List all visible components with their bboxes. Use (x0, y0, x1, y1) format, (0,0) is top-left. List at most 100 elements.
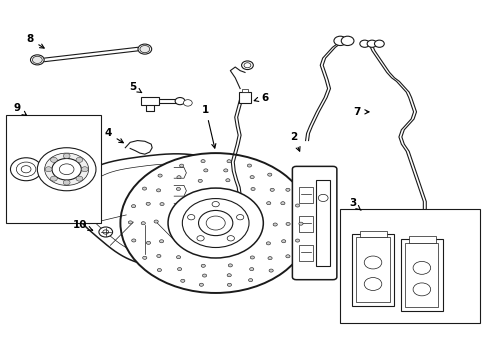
Circle shape (45, 167, 52, 172)
Circle shape (224, 169, 228, 172)
Circle shape (157, 269, 162, 271)
Circle shape (52, 158, 81, 180)
Circle shape (201, 264, 205, 267)
Circle shape (249, 267, 254, 271)
Circle shape (202, 274, 207, 277)
Bar (316, 180, 330, 266)
Circle shape (227, 236, 234, 241)
Circle shape (242, 61, 253, 69)
Circle shape (76, 157, 83, 162)
Text: 7: 7 (354, 107, 369, 117)
Circle shape (248, 279, 253, 282)
Bar (299, 244, 314, 261)
Text: 2: 2 (290, 132, 300, 151)
Circle shape (270, 188, 274, 192)
Circle shape (198, 179, 202, 183)
Circle shape (227, 274, 231, 277)
Circle shape (50, 176, 57, 181)
Text: 9: 9 (13, 103, 26, 116)
Bar (5, 116, 101, 223)
Circle shape (247, 164, 251, 167)
Circle shape (364, 256, 382, 269)
Circle shape (157, 255, 161, 257)
Circle shape (131, 204, 136, 208)
Circle shape (147, 241, 150, 244)
Bar (239, 92, 251, 103)
Circle shape (367, 40, 377, 47)
Circle shape (143, 256, 147, 259)
Circle shape (140, 45, 150, 53)
Circle shape (99, 227, 113, 237)
Bar (360, 231, 387, 237)
Circle shape (286, 255, 290, 258)
Circle shape (226, 179, 230, 182)
Circle shape (81, 167, 88, 172)
Circle shape (267, 202, 271, 205)
Circle shape (138, 44, 152, 54)
Circle shape (269, 269, 273, 272)
Text: 8: 8 (26, 35, 44, 48)
Circle shape (299, 222, 303, 225)
Circle shape (198, 211, 233, 236)
Circle shape (21, 166, 31, 173)
Circle shape (341, 36, 354, 45)
Text: 6: 6 (254, 93, 268, 103)
Circle shape (360, 40, 369, 47)
Text: 5: 5 (129, 82, 142, 93)
Circle shape (268, 257, 272, 260)
Circle shape (364, 278, 382, 291)
Bar (401, 239, 443, 311)
Text: 3: 3 (349, 198, 361, 210)
Bar (352, 234, 394, 306)
Circle shape (286, 188, 290, 191)
Circle shape (183, 100, 192, 106)
Circle shape (50, 157, 57, 162)
Circle shape (266, 242, 270, 245)
Circle shape (37, 148, 96, 191)
Circle shape (168, 188, 263, 258)
Text: 10: 10 (73, 220, 93, 230)
Bar (356, 237, 390, 302)
Circle shape (295, 204, 300, 207)
Circle shape (32, 56, 42, 63)
Circle shape (334, 36, 346, 45)
Circle shape (374, 40, 384, 47)
Circle shape (177, 267, 182, 271)
Circle shape (63, 153, 70, 158)
Circle shape (160, 203, 164, 206)
Circle shape (10, 158, 42, 181)
Bar (299, 216, 314, 232)
Circle shape (286, 222, 290, 225)
Circle shape (250, 256, 254, 259)
Circle shape (227, 160, 231, 163)
Circle shape (227, 283, 232, 286)
Circle shape (282, 240, 286, 243)
Circle shape (154, 220, 158, 223)
Circle shape (268, 173, 272, 176)
Circle shape (179, 164, 184, 167)
Circle shape (413, 261, 431, 274)
Circle shape (197, 236, 204, 241)
Circle shape (281, 202, 285, 205)
Circle shape (201, 159, 205, 163)
Bar (242, 89, 248, 92)
Bar (141, 97, 159, 105)
Circle shape (182, 199, 249, 248)
Circle shape (158, 174, 162, 177)
Circle shape (175, 98, 185, 105)
Circle shape (251, 188, 255, 190)
Circle shape (212, 202, 220, 207)
Circle shape (156, 189, 161, 192)
Circle shape (295, 239, 300, 242)
Bar (340, 209, 480, 323)
Circle shape (121, 153, 311, 293)
Bar (405, 243, 439, 307)
Bar (409, 236, 436, 243)
Circle shape (128, 221, 132, 224)
Circle shape (63, 180, 70, 185)
Circle shape (143, 187, 147, 190)
Circle shape (237, 215, 244, 220)
Circle shape (273, 223, 277, 226)
Circle shape (206, 216, 225, 230)
Circle shape (177, 176, 181, 179)
